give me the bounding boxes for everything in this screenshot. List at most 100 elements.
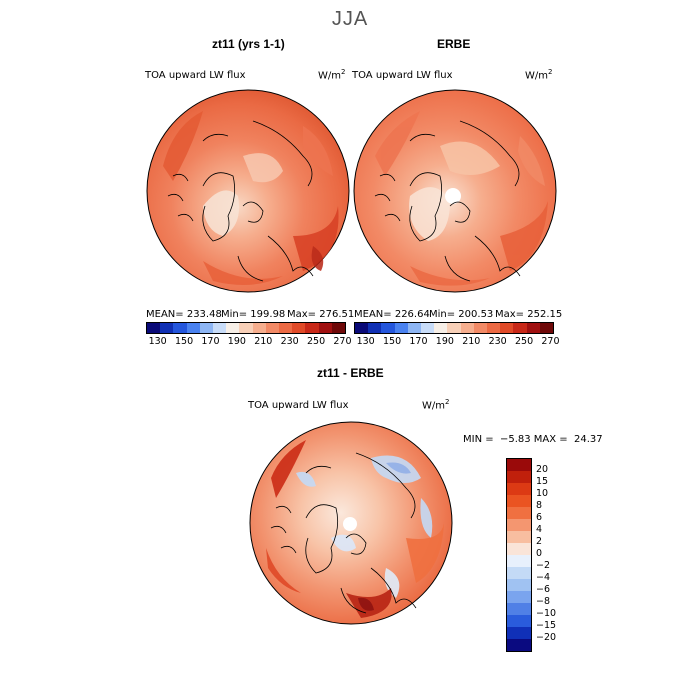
colorbar-swatch (507, 615, 531, 627)
model-polar-map (146, 89, 350, 293)
colorbar-swatch (507, 603, 531, 615)
colorbar-swatch (507, 555, 531, 567)
colorbar-swatch (394, 323, 408, 333)
colorbar-swatch (507, 519, 531, 531)
obs-min-stat: Min= 200.53 (429, 309, 494, 320)
colorbar-tick-label: 8 (536, 500, 543, 511)
colorbar-tick-label: −6 (536, 584, 551, 595)
colorbar-tick-label: 250 (307, 336, 326, 347)
colorbar-swatch (226, 323, 240, 333)
colorbar-swatch (507, 531, 531, 543)
colorbar-tick-label: 130 (148, 336, 167, 347)
obs-polar-map (353, 89, 557, 293)
colorbar-tick-label: 170 (409, 336, 428, 347)
diff-missing-data-patch (343, 517, 357, 531)
colorbar-tick-label: 190 (227, 336, 246, 347)
diff-colorbar (506, 458, 532, 652)
season-title: JJA (331, 8, 369, 30)
colorbar-swatch (539, 323, 554, 333)
colorbar-swatch (507, 591, 531, 603)
colorbar-tick-label: 250 (515, 336, 534, 347)
colorbar-tick-label: 6 (536, 512, 543, 523)
model-colorbar (146, 322, 346, 334)
colorbar-tick-label: 0 (536, 548, 543, 559)
colorbar-tick-label: 150 (175, 336, 194, 347)
colorbar-tick-label: −10 (536, 608, 557, 619)
colorbar-tick-label: −8 (536, 596, 551, 607)
obs-colorbar (354, 322, 554, 334)
colorbar-tick-label: 15 (536, 476, 549, 487)
colorbar-tick-label: 10 (536, 488, 549, 499)
colorbar-swatch (507, 495, 531, 507)
colorbar-swatch (305, 323, 319, 333)
colorbar-tick-label: 230 (488, 336, 507, 347)
colorbar-swatch (487, 323, 501, 333)
colorbar-tick-label: 190 (435, 336, 454, 347)
obs-max-stat: Max= 252.15 (495, 309, 563, 320)
colorbar-tick-label: 210 (462, 336, 481, 347)
colorbar-tick-label: −20 (536, 632, 557, 643)
model-variable-label: TOA upward LW flux (145, 70, 246, 81)
colorbar-swatch (381, 323, 395, 333)
colorbar-swatch (186, 323, 200, 333)
colorbar-swatch (447, 323, 461, 333)
colorbar-swatch (279, 323, 293, 333)
obs-field-patches (375, 111, 548, 286)
colorbar-swatch (460, 323, 474, 333)
obs-panel-title: ERBE (437, 37, 471, 51)
colorbar-swatch (252, 323, 266, 333)
colorbar-tick-label: 170 (201, 336, 220, 347)
model-min-stat: Min= 199.98 (221, 309, 286, 320)
colorbar-tick-label: 130 (356, 336, 375, 347)
diff-polar-map (249, 421, 453, 625)
colorbar-swatch (421, 323, 435, 333)
colorbar-tick-label: 20 (536, 464, 549, 475)
model-field-patches (163, 111, 339, 285)
obs-mean-stat: MEAN= 226.64 (354, 309, 430, 320)
colorbar-swatch (147, 323, 161, 333)
obs-variable-label: TOA upward LW flux (352, 70, 453, 81)
colorbar-swatch (292, 323, 306, 333)
diff-variable-label: TOA upward LW flux (248, 400, 349, 411)
colorbar-tick-label: 270 (333, 336, 352, 347)
colorbar-swatch (507, 483, 531, 495)
model-coastlines (167, 120, 314, 282)
diff-coastlines (270, 452, 417, 614)
obs-unit-label: W/m2 (525, 68, 553, 82)
colorbar-tick-label: 230 (280, 336, 299, 347)
colorbar-swatch (213, 323, 227, 333)
diff-field-patches (266, 440, 444, 618)
colorbar-swatch (265, 323, 280, 333)
colorbar-swatch (500, 323, 514, 333)
colorbar-tick-label: 150 (383, 336, 402, 347)
model-mean-stat: MEAN= 233.48 (146, 309, 222, 320)
colorbar-swatch (318, 323, 332, 333)
colorbar-swatch (507, 579, 531, 591)
colorbar-swatch (368, 323, 382, 333)
colorbar-swatch (331, 323, 346, 333)
colorbar-tick-label: 2 (536, 536, 543, 547)
diff-unit-label: W/m2 (422, 398, 450, 412)
colorbar-swatch (526, 323, 540, 333)
colorbar-swatch (507, 567, 531, 579)
colorbar-tick-label: −15 (536, 620, 557, 631)
colorbar-tick-label: 4 (536, 524, 543, 535)
diff-minmax-stat: MIN = −5.83 MAX = 24.37 (463, 434, 603, 445)
obs-missing-data-patch (445, 188, 461, 204)
model-colorbar-ticks: 130 150 170 190 210 230 250 270 (146, 336, 352, 348)
colorbar-swatch (507, 507, 531, 519)
colorbar-tick-label: 270 (541, 336, 560, 347)
colorbar-swatch (199, 323, 214, 333)
diff-panel-title: zt11 - ERBE (317, 366, 384, 380)
model-max-stat: Max= 276.51 (287, 309, 355, 320)
colorbar-swatch (507, 627, 531, 639)
colorbar-swatch (507, 471, 531, 483)
colorbar-swatch (173, 323, 187, 333)
colorbar-tick-label: −2 (536, 560, 551, 571)
colorbar-swatch (507, 543, 531, 555)
colorbar-swatch (507, 459, 531, 471)
colorbar-tick-label: −4 (536, 572, 551, 583)
model-unit-label: W/m2 (318, 68, 346, 82)
colorbar-swatch (507, 639, 531, 651)
colorbar-swatch (355, 323, 369, 333)
